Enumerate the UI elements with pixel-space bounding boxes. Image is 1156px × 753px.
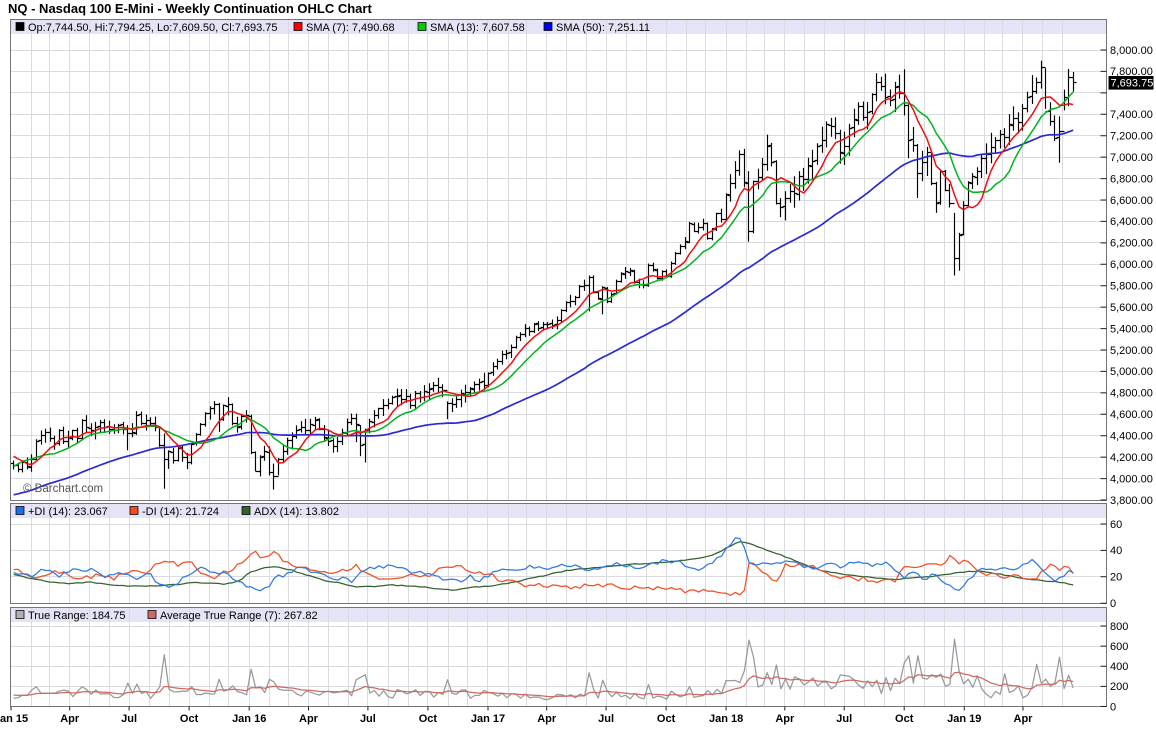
svg-text:+DI (14): 23.067: +DI (14): 23.067 — [28, 506, 108, 518]
svg-text:NQ - Nasdaq 100 E-Mini - Weekl: NQ - Nasdaq 100 E-Mini - Weekly Continua… — [8, 1, 372, 16]
svg-text:4,400.00: 4,400.00 — [1110, 431, 1153, 443]
svg-text:4,000.00: 4,000.00 — [1110, 473, 1153, 485]
svg-text:Jan 19: Jan 19 — [947, 713, 981, 725]
svg-text:7,200.00: 7,200.00 — [1110, 131, 1153, 143]
svg-text:6,000.00: 6,000.00 — [1110, 259, 1153, 271]
svg-text:Jul: Jul — [836, 713, 852, 725]
svg-text:0: 0 — [1110, 598, 1116, 610]
svg-text:Apr: Apr — [775, 713, 795, 725]
svg-text:© Barchart.com: © Barchart.com — [23, 483, 103, 495]
svg-text:True Range: 184.75: True Range: 184.75 — [28, 610, 125, 622]
svg-text:5,400.00: 5,400.00 — [1110, 323, 1153, 335]
svg-text:8,000.00: 8,000.00 — [1110, 45, 1153, 57]
svg-text:600: 600 — [1110, 641, 1128, 653]
svg-text:800: 800 — [1110, 621, 1128, 633]
svg-text:4,600.00: 4,600.00 — [1110, 409, 1153, 421]
svg-text:Oct: Oct — [180, 713, 199, 725]
svg-text:5,000.00: 5,000.00 — [1110, 366, 1153, 378]
svg-text:Oct: Oct — [895, 713, 914, 725]
svg-text:4,800.00: 4,800.00 — [1110, 388, 1153, 400]
svg-text:6,600.00: 6,600.00 — [1110, 195, 1153, 207]
svg-text:-DI (14): 21.724: -DI (14): 21.724 — [142, 506, 219, 518]
svg-text:5,200.00: 5,200.00 — [1110, 345, 1153, 357]
svg-text:SMA (50): 7,251.11: SMA (50): 7,251.11 — [556, 22, 650, 34]
svg-text:Jan 18: Jan 18 — [709, 713, 743, 725]
svg-text:5,800.00: 5,800.00 — [1110, 281, 1153, 293]
svg-text:7,693.75: 7,693.75 — [1111, 78, 1154, 90]
svg-text:4,200.00: 4,200.00 — [1110, 452, 1153, 464]
svg-text:40: 40 — [1110, 545, 1122, 557]
svg-text:Oct: Oct — [419, 713, 438, 725]
svg-text:Jul: Jul — [598, 713, 614, 725]
svg-text:Op:7,744.50, Hi:7,794.25, Lo:7: Op:7,744.50, Hi:7,794.25, Lo:7,609.50, C… — [28, 22, 278, 34]
svg-text:6,200.00: 6,200.00 — [1110, 238, 1153, 250]
svg-text:6,800.00: 6,800.00 — [1110, 173, 1153, 185]
svg-text:Jan 15: Jan 15 — [0, 713, 28, 725]
svg-text:5,600.00: 5,600.00 — [1110, 302, 1153, 314]
svg-text:Jul: Jul — [121, 713, 137, 725]
svg-text:Apr: Apr — [60, 713, 80, 725]
svg-text:400: 400 — [1110, 661, 1128, 673]
svg-text:7,400.00: 7,400.00 — [1110, 109, 1153, 121]
svg-text:SMA (7): 7,490.68: SMA (7): 7,490.68 — [306, 22, 395, 34]
svg-text:Oct: Oct — [657, 713, 676, 725]
svg-text:Jan 17: Jan 17 — [471, 713, 505, 725]
svg-text:Average True Range (7): 267.82: Average True Range (7): 267.82 — [160, 610, 318, 622]
svg-text:6,400.00: 6,400.00 — [1110, 216, 1153, 228]
svg-text:7,800.00: 7,800.00 — [1110, 66, 1153, 78]
svg-text:Jan 16: Jan 16 — [232, 713, 266, 725]
svg-text:SMA (13): 7,607.58: SMA (13): 7,607.58 — [430, 22, 525, 34]
svg-text:Apr: Apr — [1014, 713, 1034, 725]
svg-text:20: 20 — [1110, 572, 1122, 584]
svg-text:Apr: Apr — [537, 713, 557, 725]
svg-text:Apr: Apr — [299, 713, 319, 725]
svg-text:0: 0 — [1110, 701, 1116, 713]
svg-text:ADX (14): 13.802: ADX (14): 13.802 — [254, 506, 339, 518]
svg-text:200: 200 — [1110, 681, 1128, 693]
svg-text:Jul: Jul — [360, 713, 376, 725]
svg-text:3,800.00: 3,800.00 — [1110, 495, 1153, 507]
svg-text:60: 60 — [1110, 519, 1122, 531]
svg-text:7,000.00: 7,000.00 — [1110, 152, 1153, 164]
